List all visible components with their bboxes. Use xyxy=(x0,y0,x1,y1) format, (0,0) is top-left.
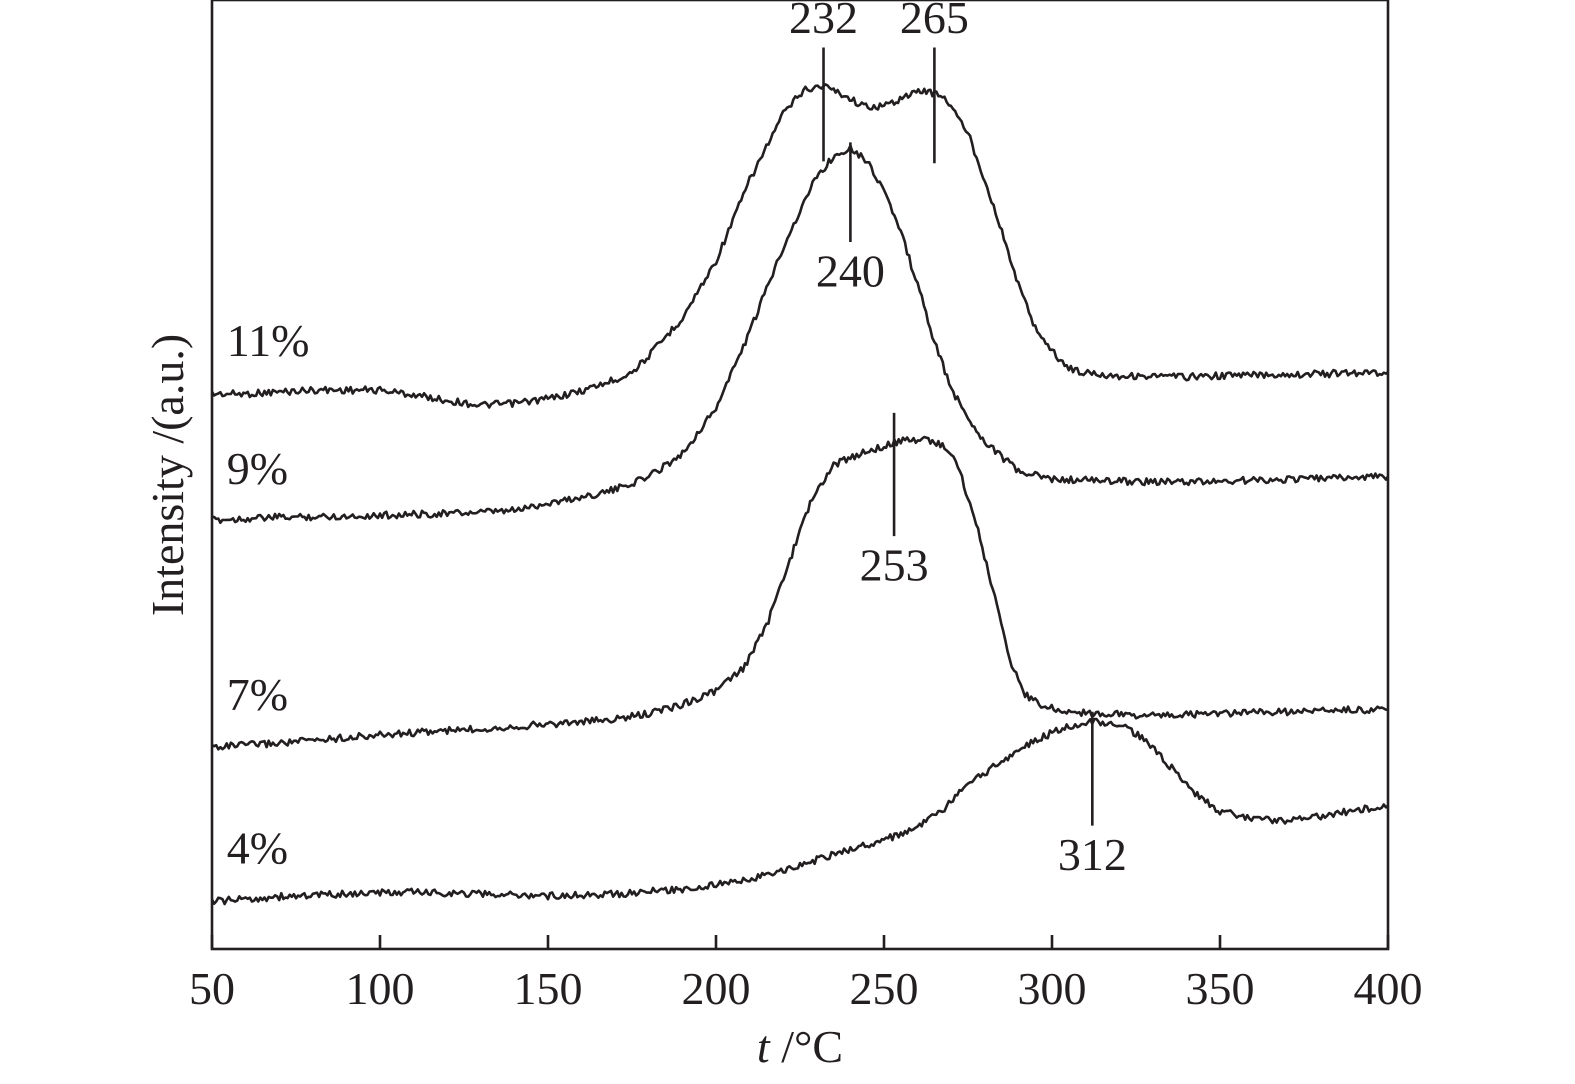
x-tick-label: 200 xyxy=(682,963,751,1014)
x-tick-label: 250 xyxy=(850,963,919,1014)
peak-marker-group: 232 265 240 253 312 xyxy=(789,0,1127,880)
peak-label: 265 xyxy=(900,0,969,43)
series-label: 7% xyxy=(227,669,288,720)
series-label: 4% xyxy=(227,823,288,874)
x-axis-label: t /°C xyxy=(757,1021,843,1072)
peak-label: 253 xyxy=(860,540,929,591)
peak-label: 232 xyxy=(789,0,858,43)
x-tick-label: 100 xyxy=(346,963,415,1014)
x-tick-label: 150 xyxy=(514,963,583,1014)
peak-label: 240 xyxy=(816,245,885,296)
x-axis-ticks: 50 100 150 200 250 300 350 400 xyxy=(189,935,1423,1014)
series-line xyxy=(210,717,1389,906)
x-axis-label-variable: t xyxy=(757,1021,771,1072)
peak-label: 312 xyxy=(1058,829,1127,880)
curve-group xyxy=(210,83,1390,906)
series-label: 9% xyxy=(227,443,288,494)
y-axis-label: Intensity /(a.u.) xyxy=(142,334,193,616)
x-tick-label: 300 xyxy=(1018,963,1087,1014)
x-tick-label: 350 xyxy=(1186,963,1255,1014)
series-line xyxy=(211,144,1390,525)
x-tick-label: 400 xyxy=(1354,963,1423,1014)
plot-frame xyxy=(210,0,1390,951)
series-label: 11% xyxy=(227,315,310,366)
series-line xyxy=(211,435,1389,751)
x-tick-label: 50 xyxy=(189,963,235,1014)
x-axis-label-unit: /°C xyxy=(770,1021,843,1072)
series-label-group: 11% 9% 7% 4% xyxy=(227,315,310,874)
series-line xyxy=(210,83,1389,409)
